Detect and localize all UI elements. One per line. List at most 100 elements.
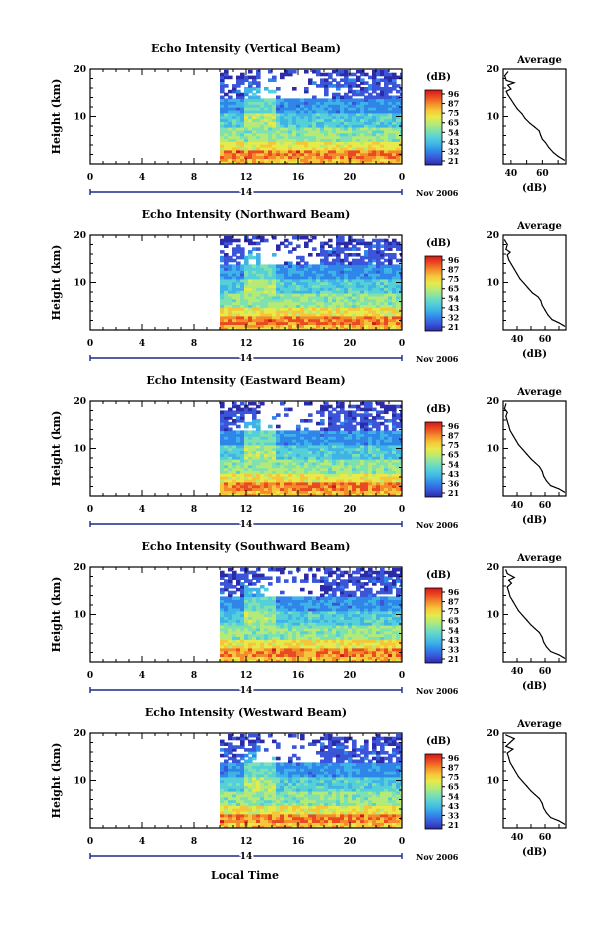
x-tick-label: 0 [87,671,93,681]
colorbar-tick-label: 75 [448,274,459,284]
average-profile: Average 10 20 40 60 (dB) [486,55,567,194]
y-axis-label: Height (km) [50,743,63,819]
average-profile: Average 10 20 40 60 (dB) [486,221,567,360]
colorbar-tick-label: 87 [448,597,459,607]
profile-point [552,152,555,154]
x-axis-label: Local Time [211,869,279,882]
profile-x-tick-label: 60 [539,335,552,345]
profile-line [503,71,565,161]
x-tick-label: 16 [292,505,305,515]
colorbar-tick-label: 96 [448,587,460,597]
profile-point [558,488,560,490]
x-tick-label: 0 [399,339,405,349]
profile-point [541,304,543,306]
profile-point [504,75,506,77]
profile-title: Average [516,387,562,398]
profile-point [526,619,528,621]
profile-point [508,579,510,581]
x-tick-label: 16 [292,173,305,183]
profile-y-tick-label: 10 [486,279,499,289]
profile-point [545,646,548,648]
profile-point [544,309,546,311]
profile-point [516,273,518,275]
profile-point [537,296,539,298]
profile-point [505,403,507,405]
colorbar [424,255,443,332]
profile-point [517,776,520,778]
profile-point [508,259,510,261]
x-tick-label: 4 [139,837,145,847]
x-tick-label: 20 [344,339,357,349]
colorbar-tick-label: 96 [448,255,460,265]
x-tick-label: 16 [292,339,305,349]
colorbar-tick-label: 33 [448,644,460,654]
profile-point [510,98,512,100]
x-tick-label: 12 [240,173,253,183]
colorbar [424,753,443,830]
profile-point [558,654,560,656]
profile-x-tick-label: 60 [536,169,549,179]
profile-point [550,816,552,819]
colorbar-label: (dB) [426,736,451,747]
x-tick-label: 4 [139,339,145,349]
y-tick-label: 10 [73,445,86,455]
panel-2: Echo Intensity (Northward Beam) Height (k… [50,208,567,366]
profile-point [505,745,507,747]
profile-point [541,802,543,804]
profile-point [541,470,543,472]
profile-y-tick-label: 20 [486,729,499,739]
profile-title: Average [516,221,562,232]
profile-point [508,591,510,593]
x-tick-label: 20 [344,671,357,681]
profile-point [533,126,536,128]
x-tick-label: 20 [344,505,357,515]
profile-point [505,90,507,92]
colorbar-tick-label: 75 [448,108,459,118]
heatmap [220,401,402,496]
profile-point [517,444,520,446]
x-tick-label: 8 [191,671,197,681]
profile-point [541,636,543,638]
colorbar-tick-label: 65 [448,450,459,460]
colorbar [424,89,443,166]
x-tick-label: 0 [87,837,93,847]
x-tick-label: 8 [191,837,197,847]
date-label: Nov 2006 [416,188,459,198]
profile-point [513,103,515,105]
profile-point [526,785,528,787]
colorbar-label: (dB) [426,72,451,83]
profile-point [505,734,507,736]
colorbar-tick-label: 21 [448,654,459,664]
profile-point [513,576,515,579]
colorbar-tick-label: 87 [448,431,459,441]
profile-point [530,790,532,792]
x-tick-label: 20 [344,837,357,847]
profile-point [517,610,520,612]
profile-point [513,82,515,84]
profile-y-tick-label: 10 [486,611,499,621]
day-label: 14 [240,852,253,862]
profile-x-tick-label: 60 [539,833,552,843]
colorbar-tick-label: 43 [448,469,460,479]
profile-point [506,752,508,754]
panel-5: Echo Intensity (Westward Beam) Height (km… [50,706,567,864]
colorbar-tick-label: 87 [448,99,459,109]
profile-title: Average [516,719,562,730]
colorbar-tick-label: 54 [448,791,460,801]
x-tick-label: 4 [139,173,145,183]
colorbar-tick-label: 21 [448,488,459,498]
y-tick-label: 10 [73,113,86,123]
y-tick-label: 20 [73,729,86,739]
colorbar-tick-label: 54 [448,293,460,303]
profile-y-tick-label: 20 [486,65,499,75]
profile-y-tick-label: 10 [486,777,499,787]
profile-point [564,491,566,493]
colorbar-tick-label: 75 [448,606,459,616]
panel-1: Echo Intensity (Vertical Beam) Height (km… [50,42,567,200]
colorbar-tick-label: 21 [448,820,459,830]
date-label: Nov 2006 [416,686,459,696]
profile-point [538,130,540,132]
profile-point [558,322,560,324]
y-tick-label: 20 [73,231,86,241]
profile-point [509,761,511,764]
